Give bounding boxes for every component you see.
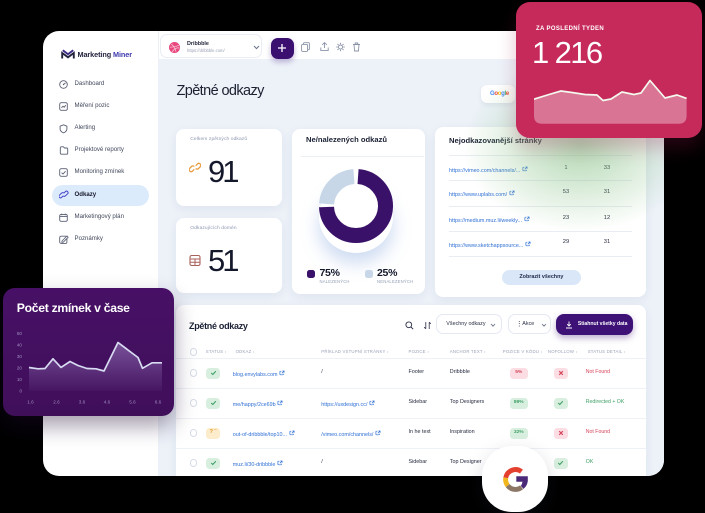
svg-text:5.6: 5.6 [129,400,136,405]
svg-text:1.6: 1.6 [27,400,34,405]
svg-text:30: 30 [17,354,23,359]
svg-text:0: 0 [19,389,22,394]
svg-text:20: 20 [17,366,23,371]
svg-text:2.6: 2.6 [53,400,60,405]
svg-text:40: 40 [17,343,23,348]
svg-text:3.6: 3.6 [79,400,86,405]
svg-text:6.6: 6.6 [155,400,162,405]
svg-text:10: 10 [17,377,23,382]
svg-text:50: 50 [17,331,23,336]
svg-text:4.6: 4.6 [104,400,111,405]
